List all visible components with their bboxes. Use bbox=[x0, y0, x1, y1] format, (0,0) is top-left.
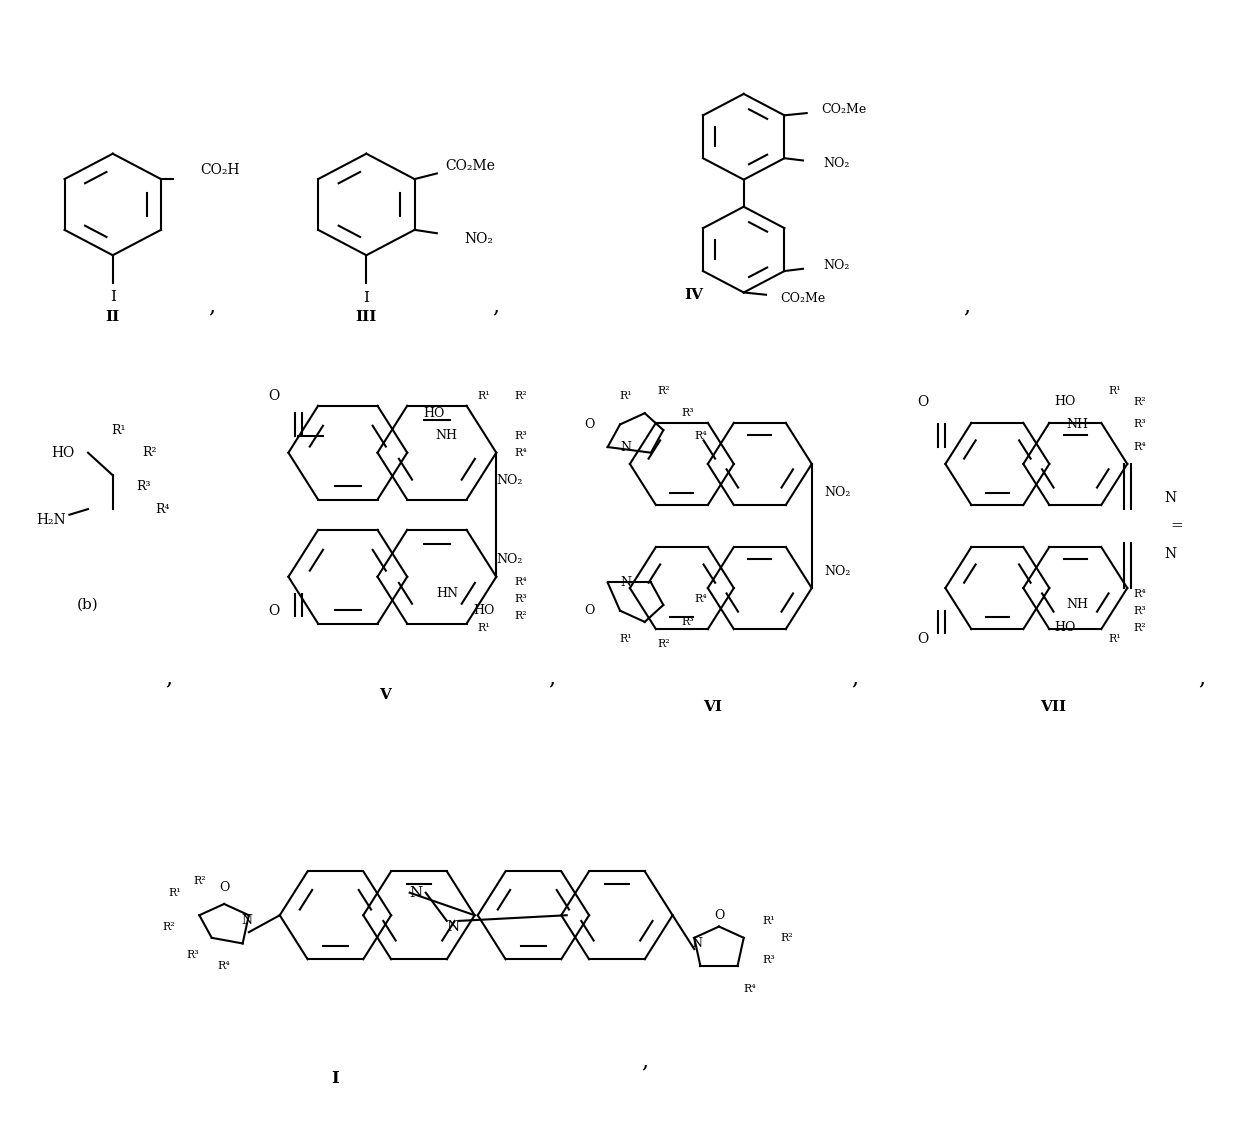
Text: R²: R² bbox=[515, 611, 527, 621]
Text: NH: NH bbox=[435, 430, 458, 442]
Text: IV: IV bbox=[684, 287, 704, 302]
Text: R³: R³ bbox=[187, 950, 200, 960]
Text: H₂N: H₂N bbox=[36, 513, 66, 527]
Text: I: I bbox=[363, 291, 370, 305]
Text: N: N bbox=[621, 576, 631, 589]
Text: R³: R³ bbox=[1133, 420, 1146, 430]
Text: R²: R² bbox=[162, 922, 175, 932]
Text: R⁴: R⁴ bbox=[155, 502, 170, 516]
Text: NO₂: NO₂ bbox=[496, 474, 522, 487]
Text: O: O bbox=[268, 389, 279, 404]
Text: O: O bbox=[918, 632, 929, 646]
Text: R³: R³ bbox=[763, 956, 775, 966]
Text: N: N bbox=[1164, 491, 1177, 504]
Text: HO: HO bbox=[52, 446, 74, 459]
Text: R⁴: R⁴ bbox=[744, 984, 756, 993]
Text: ,: , bbox=[492, 295, 500, 317]
Text: NO₂: NO₂ bbox=[823, 157, 849, 171]
Text: O: O bbox=[584, 418, 594, 431]
Text: CO₂H: CO₂H bbox=[201, 163, 241, 178]
Text: R⁴: R⁴ bbox=[1133, 589, 1146, 598]
Text: ,: , bbox=[641, 1051, 649, 1073]
Text: N: N bbox=[1164, 547, 1177, 561]
Text: NH: NH bbox=[1066, 598, 1089, 612]
Text: O: O bbox=[219, 881, 229, 893]
Text: (b): (b) bbox=[77, 598, 99, 612]
Text: R¹: R¹ bbox=[620, 391, 632, 402]
Text: HO: HO bbox=[1055, 621, 1076, 634]
Text: R⁴: R⁴ bbox=[694, 595, 707, 604]
Text: R²: R² bbox=[781, 933, 794, 943]
Text: HO: HO bbox=[1055, 396, 1076, 408]
Text: R³: R³ bbox=[515, 431, 527, 441]
Text: R³: R³ bbox=[682, 408, 694, 418]
Text: N: N bbox=[446, 920, 460, 933]
Text: N: N bbox=[621, 441, 631, 454]
Text: R²: R² bbox=[1133, 397, 1146, 407]
Text: II: II bbox=[105, 310, 120, 325]
Text: HO: HO bbox=[474, 604, 495, 618]
Text: CO₂Me: CO₂Me bbox=[780, 292, 826, 304]
Text: R¹: R¹ bbox=[620, 633, 632, 644]
Text: NO₂: NO₂ bbox=[825, 564, 851, 578]
Text: ,: , bbox=[852, 667, 858, 689]
Text: R²: R² bbox=[657, 639, 670, 649]
Text: I: I bbox=[109, 290, 115, 304]
Text: VII: VII bbox=[1040, 700, 1066, 714]
Text: N: N bbox=[409, 886, 423, 899]
Text: III: III bbox=[356, 310, 377, 325]
Text: R¹: R¹ bbox=[763, 916, 775, 926]
Text: VI: VI bbox=[703, 700, 722, 714]
Text: R³: R³ bbox=[682, 616, 694, 627]
Text: R⁴: R⁴ bbox=[515, 578, 527, 587]
Text: CO₂Me: CO₂Me bbox=[445, 158, 495, 173]
Text: R²: R² bbox=[143, 446, 157, 459]
Text: ,: , bbox=[208, 295, 216, 317]
Text: O: O bbox=[584, 604, 594, 618]
Text: R¹: R¹ bbox=[1109, 386, 1121, 396]
Text: NH: NH bbox=[1066, 418, 1089, 431]
Text: R²: R² bbox=[657, 386, 670, 396]
Text: R³: R³ bbox=[515, 595, 527, 604]
Text: ,: , bbox=[962, 295, 970, 317]
Text: R³: R³ bbox=[1133, 605, 1146, 615]
Text: R²: R² bbox=[193, 877, 206, 887]
Text: V: V bbox=[379, 689, 391, 702]
Text: NO₂: NO₂ bbox=[823, 259, 849, 271]
Text: NO₂: NO₂ bbox=[496, 553, 522, 567]
Text: NO₂: NO₂ bbox=[464, 232, 494, 245]
Text: R⁴: R⁴ bbox=[1133, 442, 1146, 452]
Text: R³: R³ bbox=[136, 480, 151, 493]
Text: R⁴: R⁴ bbox=[218, 961, 231, 972]
Text: R²: R² bbox=[1133, 622, 1146, 632]
Text: O: O bbox=[714, 908, 724, 922]
Text: O: O bbox=[918, 395, 929, 409]
Text: R⁴: R⁴ bbox=[515, 448, 527, 458]
Text: R¹: R¹ bbox=[477, 391, 490, 402]
Text: R¹: R¹ bbox=[169, 888, 181, 898]
Text: ,: , bbox=[1198, 667, 1205, 689]
Text: O: O bbox=[268, 604, 279, 618]
Text: R⁴: R⁴ bbox=[694, 431, 707, 441]
Text: I: I bbox=[331, 1070, 340, 1087]
Text: N: N bbox=[241, 914, 252, 927]
Text: HN: HN bbox=[435, 587, 458, 601]
Text: R¹: R¹ bbox=[1109, 633, 1121, 644]
Text: =: = bbox=[1171, 519, 1183, 533]
Text: R²: R² bbox=[515, 391, 527, 402]
Text: CO₂Me: CO₂Me bbox=[821, 103, 867, 116]
Text: ,: , bbox=[548, 667, 556, 689]
Text: ,: , bbox=[165, 667, 172, 689]
Text: NO₂: NO₂ bbox=[825, 485, 851, 499]
Text: N: N bbox=[691, 936, 702, 950]
Text: R¹: R¹ bbox=[112, 424, 126, 437]
Text: R¹: R¹ bbox=[477, 622, 490, 632]
Text: HO: HO bbox=[424, 407, 445, 420]
